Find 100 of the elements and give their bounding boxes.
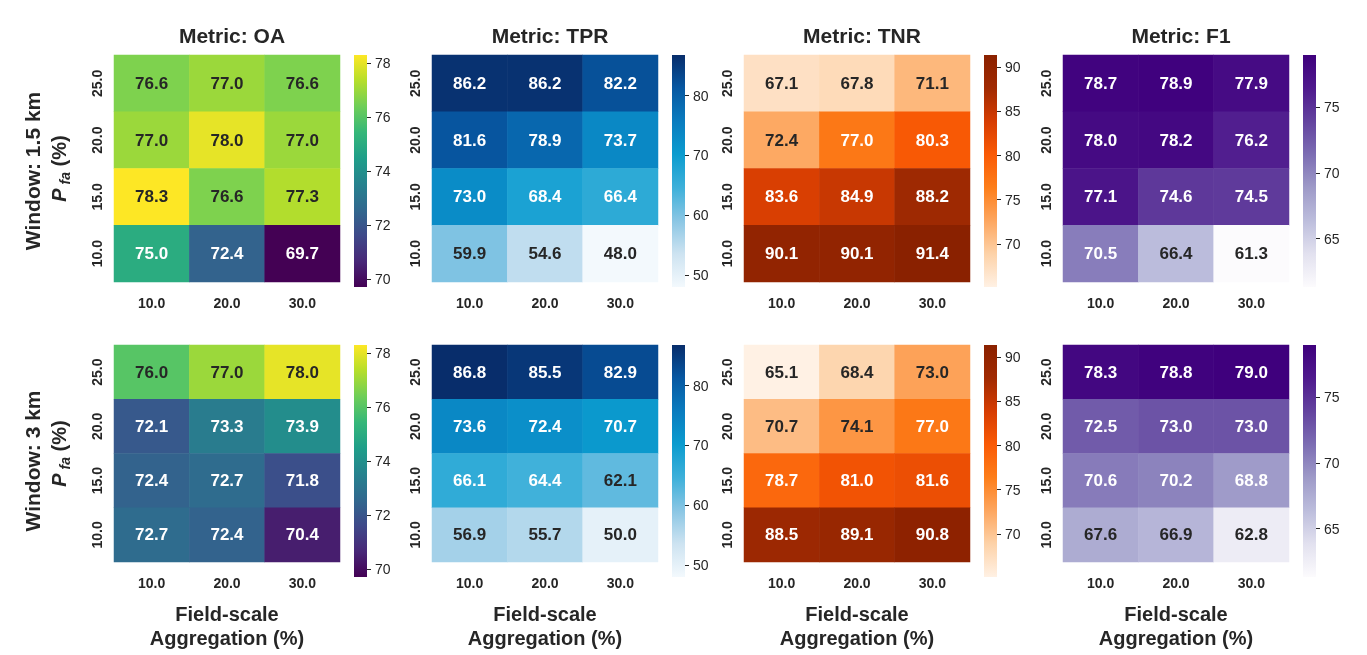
data-label: 78.9: [528, 130, 562, 150]
x-tick-label: 10.0: [1087, 575, 1115, 591]
color-bar-label: 75: [1005, 191, 1021, 208]
data-label: 48.0: [603, 244, 637, 264]
color-bar-label: 90: [1005, 349, 1021, 366]
y-tick-label: 10.0: [1038, 239, 1054, 268]
data-label: 73.9: [285, 416, 319, 436]
data-label: 77.0: [210, 73, 244, 93]
data-label: 77.0: [210, 362, 244, 382]
y-tick-label: 10.0: [719, 239, 735, 268]
data-label: 86.2: [528, 73, 562, 93]
data-label: 77.0: [285, 130, 319, 150]
x-tick-label: 20.0: [1162, 575, 1190, 591]
data-label: 78.2: [1159, 130, 1193, 150]
data-label: 55.7: [528, 525, 562, 545]
data-label: 68.4: [528, 187, 563, 207]
y-tick-label: 20.0: [407, 126, 423, 154]
x-tick-label: 20.0: [843, 575, 871, 591]
color-bar-label: 70: [1005, 525, 1021, 542]
y-tick-label: 15.0: [407, 183, 423, 211]
data-label: 72.1: [135, 416, 169, 436]
data-label: 77.0: [915, 416, 949, 436]
x-axis-title: Field-scale Aggregation (%): [1098, 603, 1254, 649]
y-tick-label: 10.0: [407, 521, 423, 549]
y-tick-label: 10.0: [89, 239, 105, 268]
y-tick-label: 20.0: [89, 126, 105, 154]
data-label: 67.6: [1084, 525, 1118, 545]
y-tick-label: 25.0: [89, 69, 105, 97]
color-bar-label: 90: [1005, 59, 1021, 76]
x-axis-title: Field-scale Aggregation (%): [467, 603, 623, 649]
color-bar-label: 76: [375, 109, 391, 126]
y-tick-label: 15.0: [1038, 183, 1054, 211]
data-label: 72.4: [135, 471, 169, 491]
data-label: 72.4: [210, 244, 245, 264]
y-tick-label: 20.0: [89, 412, 105, 440]
data-label: 85.5: [528, 362, 562, 382]
data-label: 78.3: [1084, 362, 1118, 382]
x-tick-label: 30.0: [1237, 575, 1266, 591]
data-label: 65.1: [765, 362, 799, 382]
data-label: 69.7: [285, 244, 319, 264]
data-label: 73.0: [1159, 416, 1193, 436]
data-label: 72.4: [210, 525, 245, 545]
data-label: 80.3: [915, 130, 949, 150]
y-axis-title: Pfa (%): [48, 420, 73, 487]
data-label: 50.0: [603, 525, 637, 545]
data-label: 79.0: [1234, 362, 1268, 382]
x-tick-label: 10.0: [456, 575, 484, 591]
color-bar-label: 70: [1324, 454, 1340, 471]
data-label: 70.6: [1084, 471, 1118, 491]
color-bar-label: 70: [375, 560, 391, 577]
data-label: 77.3: [285, 187, 319, 207]
text: Window: 1.5 km: [20, 91, 44, 251]
data-label: 82.2: [603, 73, 637, 93]
color-bar-label: 65: [1324, 520, 1340, 537]
y-tick-label: 20.0: [719, 412, 735, 440]
data-label: 72.4: [528, 416, 563, 436]
data-label: 81.6: [453, 130, 487, 150]
x-tick-label: 10.0: [456, 295, 484, 311]
x-tick-label: 30.0: [1237, 295, 1266, 311]
data-label: 72.4: [765, 130, 799, 150]
text: Window: 3 km: [20, 390, 44, 532]
data-label: 89.1: [840, 525, 874, 545]
data-label: 73.0: [1234, 416, 1268, 436]
data-label: 73.0: [453, 187, 487, 207]
data-label: 77.9: [1234, 73, 1268, 93]
data-label: 66.4: [1159, 244, 1194, 264]
data-label: 68.8: [1234, 471, 1268, 491]
x-tick-label: 20.0: [531, 575, 559, 591]
color-bar-label: 72: [375, 506, 391, 523]
x-tick-label: 10.0: [1087, 295, 1115, 311]
data-label: 56.9: [453, 525, 487, 545]
data-label: 67.1: [765, 73, 799, 93]
y-tick-label: 20.0: [719, 126, 735, 154]
y-tick-label: 15.0: [407, 466, 423, 495]
y-tick-label: 20.0: [1038, 412, 1054, 440]
y-tick-label: 25.0: [407, 358, 423, 386]
data-label: 62.1: [603, 471, 637, 491]
data-label: 90.1: [765, 244, 799, 264]
color-bar-label: 80: [693, 87, 709, 104]
y-tick-label: 20.0: [407, 412, 423, 440]
data-label: 86.8: [453, 362, 487, 382]
y-tick-label: 15.0: [89, 183, 105, 211]
y-tick-label: 10.0: [89, 521, 105, 549]
y-tick-label: 25.0: [1038, 358, 1054, 386]
x-tick-label: 20.0: [213, 295, 241, 311]
data-label: 70.2: [1159, 471, 1193, 491]
data-label: 54.6: [528, 244, 562, 264]
data-label: 72.7: [210, 471, 244, 491]
y-tick-label: 25.0: [1038, 69, 1054, 97]
color-bar-label: 60: [693, 207, 709, 224]
chart-title: Metric: OA: [178, 24, 286, 47]
data-label: 77.1: [1084, 187, 1118, 207]
y-tick-label: 25.0: [719, 358, 735, 386]
data-label: 90.1: [840, 244, 874, 264]
x-tick-label: 20.0: [1162, 295, 1190, 311]
data-label: 73.3: [210, 416, 244, 436]
data-label: 76.2: [1234, 130, 1268, 150]
color-bar-label: 70: [693, 437, 709, 454]
x-tick-label: 10.0: [138, 295, 166, 311]
x-tick-label: 20.0: [531, 295, 559, 311]
